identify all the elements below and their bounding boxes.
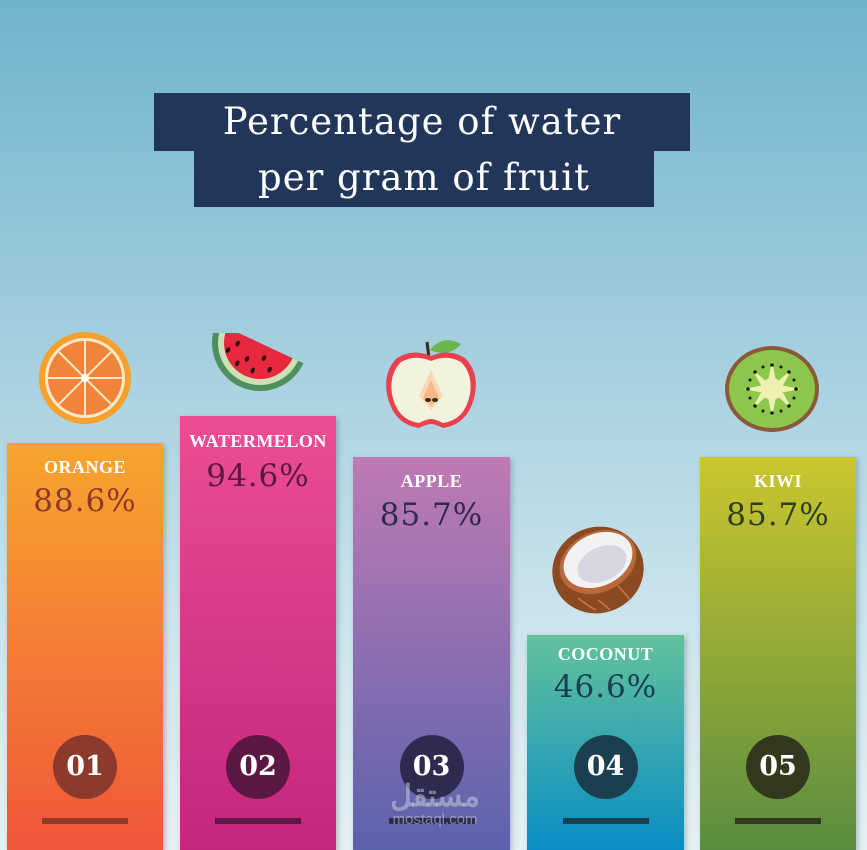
bar-index-badge: 05	[746, 735, 810, 799]
watermark: مستقل mostaql.com	[380, 782, 490, 828]
apple-half-icon	[386, 340, 476, 428]
bar-underline	[215, 818, 301, 824]
bar-kiwi: KIWI 85.7% 05	[700, 457, 856, 850]
watermark-latin: mostaql.com	[392, 811, 478, 828]
watermark-arabic: مستقل	[390, 780, 480, 813]
bar-apple: APPLE 85.7% 03	[353, 457, 510, 850]
bar-index-badge: 04	[573, 735, 638, 799]
bar-watermelon: WATERMELON 94.6% 02	[180, 416, 336, 850]
watermelon-slice-icon	[212, 333, 304, 391]
bar-index-badge: 03	[399, 735, 464, 799]
kiwi-slice-icon	[725, 346, 819, 432]
bar-underline	[388, 818, 475, 824]
chart-title-line-2: per gram of fruit	[194, 151, 654, 207]
bar-value: 88.6%	[33, 483, 137, 519]
bar-label: APPLE	[400, 471, 463, 491]
bar-underline	[42, 818, 128, 824]
bar-value: 85.7%	[379, 497, 484, 533]
bar-value: 46.6%	[553, 669, 658, 705]
bar-label: WATERMELON	[189, 431, 327, 451]
bar-label: COCONUT	[557, 644, 654, 664]
chart-title-line-1: Percentage of water	[154, 93, 690, 151]
bar-label: KIWI	[753, 471, 802, 491]
bar-coconut: COCONUT 46.6% 04	[527, 635, 684, 850]
orange-slice-icon	[39, 332, 131, 424]
bar-index-badge: 02	[226, 735, 290, 799]
bar-orange: ORANGE 88.6% 01	[7, 443, 163, 850]
bar-underline	[562, 818, 649, 824]
bar-index-badge: 01	[53, 735, 117, 799]
bar-label: ORANGE	[43, 457, 126, 477]
bar-value: 85.7%	[726, 497, 830, 533]
coconut-half-icon	[552, 526, 644, 614]
bar-underline	[735, 818, 821, 824]
bar-value: 94.6%	[206, 458, 310, 494]
